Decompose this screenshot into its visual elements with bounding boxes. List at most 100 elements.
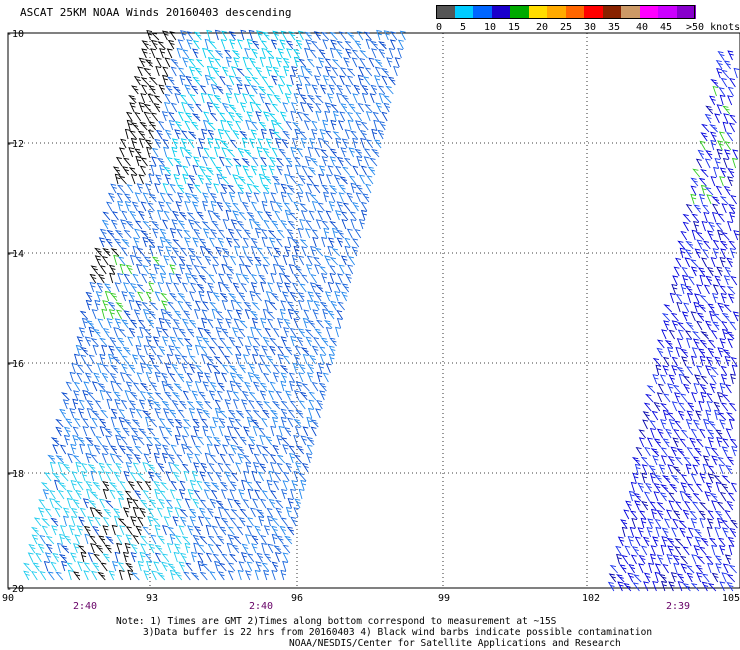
- wind-barb: [87, 499, 97, 509]
- wind-barb: [194, 67, 203, 77]
- wind-barb: [202, 192, 208, 203]
- wind-barb-feather: [151, 88, 156, 91]
- wind-barb: [309, 157, 318, 167]
- wind-barb: [700, 168, 709, 178]
- wind-barb-feather: [660, 467, 666, 470]
- wind-barb-feather: [136, 79, 141, 82]
- wind-barb: [276, 165, 283, 176]
- wind-barb-feather: [351, 186, 357, 189]
- wind-barb: [186, 31, 194, 41]
- wind-barb: [23, 570, 30, 581]
- wind-barb: [686, 292, 693, 304]
- wind-barb-feather: [250, 141, 256, 144]
- wind-barb-feather: [307, 70, 313, 73]
- wind-barb: [133, 490, 141, 500]
- wind-barb: [247, 488, 254, 500]
- wind-barb-feather: [224, 69, 229, 72]
- wind-barb: [108, 264, 116, 275]
- wind-barb: [705, 356, 712, 367]
- wind-barb: [136, 183, 143, 194]
- wind-barb: [164, 93, 171, 104]
- wind-barb: [716, 501, 725, 511]
- wind-barb-feather: [294, 241, 300, 244]
- wind-barb: [151, 256, 160, 266]
- wind-barb: [707, 510, 715, 520]
- wind-barb-feather: [259, 511, 264, 514]
- wind-barb: [206, 435, 213, 446]
- wind-barb-feather: [659, 431, 664, 434]
- wind-barb-feather: [679, 576, 684, 579]
- wind-barb: [200, 92, 207, 104]
- wind-barb: [164, 238, 173, 248]
- wind-barb: [723, 113, 729, 124]
- wind-barb: [97, 274, 105, 284]
- wind-barb-feather: [203, 204, 208, 207]
- wind-barb: [181, 443, 187, 455]
- wind-barb: [283, 274, 292, 284]
- wind-barb-feather: [273, 528, 278, 531]
- wind-barb-feather: [257, 259, 262, 262]
- wind-barb-feather: [298, 412, 304, 415]
- wind-barb: [290, 102, 297, 113]
- wind-barb-feather: [256, 223, 261, 226]
- wind-barb-feather: [172, 150, 178, 153]
- wind-barb: [661, 312, 671, 322]
- wind-barb: [719, 167, 726, 178]
- wind-barb-feather: [104, 484, 110, 487]
- wind-barb: [54, 479, 60, 491]
- wind-barb-feather: [231, 384, 236, 387]
- wind-barb-feather: [228, 240, 233, 243]
- wind-barb-feather: [88, 439, 93, 442]
- wind-barb: [337, 120, 344, 131]
- wind-barb: [125, 220, 134, 230]
- wind-barb-feather: [250, 294, 256, 297]
- wind-barb: [683, 500, 691, 511]
- wind-barb: [227, 562, 236, 572]
- wind-barb-feather: [324, 187, 329, 190]
- wind-barb: [169, 336, 176, 347]
- wind-barb: [250, 165, 257, 176]
- wind-barb: [304, 47, 310, 59]
- wind-barb-feather: [332, 151, 337, 154]
- wind-barb-feather: [728, 504, 734, 506]
- wind-barb: [173, 551, 180, 563]
- wind-barb: [704, 113, 712, 124]
- wind-barb: [207, 282, 214, 293]
- wind-barb: [159, 48, 165, 59]
- wind-barb-feather: [257, 564, 262, 567]
- wind-barb: [700, 331, 709, 340]
- wind-barb-feather: [669, 548, 674, 551]
- wind-barb-feather: [379, 132, 385, 135]
- wind-barb-feather: [187, 195, 192, 198]
- wind-barb-feather: [180, 564, 185, 567]
- wind-barb-feather: [272, 42, 278, 45]
- wind-barb: [182, 418, 192, 428]
- wind-barb: [128, 147, 135, 158]
- wind-barb-feather: [287, 510, 292, 513]
- wind-barb: [138, 399, 145, 410]
- wind-barb: [195, 400, 204, 410]
- wind-barb-feather: [330, 357, 335, 360]
- wind-barb-feather: [119, 340, 125, 343]
- wind-barb: [686, 536, 692, 547]
- wind-barb-feather: [163, 564, 168, 567]
- wind-barb: [280, 372, 287, 383]
- wind-barb-feather: [701, 513, 706, 516]
- wind-barb: [58, 553, 68, 563]
- wind-barb: [97, 318, 104, 329]
- wind-barb: [293, 471, 300, 482]
- wind-barb-feather: [674, 477, 679, 480]
- wind-barb: [220, 489, 227, 500]
- wind-barb: [719, 338, 726, 349]
- wind-barb: [174, 129, 181, 140]
- wind-barb: [359, 129, 367, 140]
- wind-barb: [131, 201, 138, 212]
- wind-barb-feather: [715, 413, 720, 416]
- wind-barb-feather: [80, 519, 85, 522]
- wind-barb: [711, 572, 719, 583]
- wind-barb: [161, 30, 168, 41]
- wind-barb: [115, 302, 124, 311]
- wind-barb: [719, 240, 728, 250]
- wind-barb-feather: [209, 285, 214, 288]
- wind-barb: [680, 482, 687, 493]
